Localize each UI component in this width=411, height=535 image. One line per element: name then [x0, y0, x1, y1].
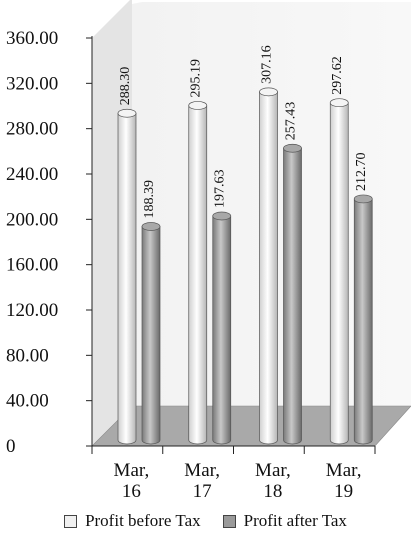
legend-label-profit-before-tax: Profit before Tax [85, 511, 201, 530]
bar-cap [117, 108, 137, 118]
data-label: 212.70 [354, 152, 369, 191]
legend-label-profit-after-tax: Profit after Tax [243, 511, 347, 530]
data-label: 297.62 [330, 56, 345, 95]
legend-swatch-light [64, 514, 78, 528]
x-tick-label-line: Mar, [184, 460, 220, 481]
bar-cap [188, 101, 208, 110]
data-label: 295.19 [189, 59, 204, 98]
legend-item-profit-before-tax: Profit before Tax [64, 511, 201, 531]
bar-cap [283, 143, 302, 153]
data-label: 188.39 [142, 180, 157, 219]
bar-profit-before-tax [329, 102, 349, 445]
bar-profit-after-tax [141, 226, 161, 445]
y-tick-label: 0 [6, 436, 16, 457]
x-tick-label-line: Mar, [326, 460, 362, 481]
bar-cap [329, 98, 349, 108]
data-label: 257.43 [284, 102, 299, 141]
x-tick-label-line: 17 [193, 481, 212, 502]
data-label: 197.63 [213, 170, 228, 209]
y-tick-label: 360.00 [6, 28, 58, 49]
x-tick-label: Mar, 16 [114, 460, 150, 502]
bar-profit-after-tax [283, 147, 302, 445]
legend: Profit before Tax Profit after Tax [0, 510, 411, 532]
bar-profit-before-tax [117, 112, 137, 445]
y-tick-label: 280.00 [6, 119, 58, 140]
x-tick-label-line: Mar, [114, 460, 150, 481]
x-tick-label-line: Mar, [255, 460, 291, 481]
bar-cap [212, 211, 232, 221]
y-tick-label: 240.00 [6, 164, 58, 185]
bar-profit-after-tax [353, 198, 373, 445]
data-label: 307.16 [260, 45, 275, 84]
x-tick-label-line: 16 [122, 481, 141, 502]
x-tick-label: Mar, 17 [184, 460, 220, 502]
y-tick-label: 40.00 [6, 391, 49, 412]
x-tick-label: Mar, 19 [326, 460, 362, 502]
legend-item-profit-after-tax: Profit after Tax [222, 511, 347, 531]
bar-profit-before-tax [259, 91, 278, 445]
bar-profit-before-tax [188, 105, 208, 445]
y-tick-label: 80.00 [6, 345, 49, 366]
y-tick-label: 160.00 [6, 255, 58, 276]
x-tick-label-line: 18 [263, 481, 282, 502]
bar-cap [141, 222, 161, 231]
bar-cap [353, 194, 373, 204]
bar-cap [259, 87, 278, 97]
legend-swatch-dark [222, 514, 236, 528]
y-tick-label: 120.00 [6, 300, 58, 321]
x-tick-label: Mar, 18 [255, 460, 291, 502]
bar-profit-after-tax [212, 215, 232, 445]
x-tick-label-line: 19 [334, 481, 353, 502]
data-label: 288.30 [118, 67, 133, 106]
y-tick-label: 320.00 [6, 73, 58, 94]
y-tick-label: 200.00 [6, 209, 58, 230]
